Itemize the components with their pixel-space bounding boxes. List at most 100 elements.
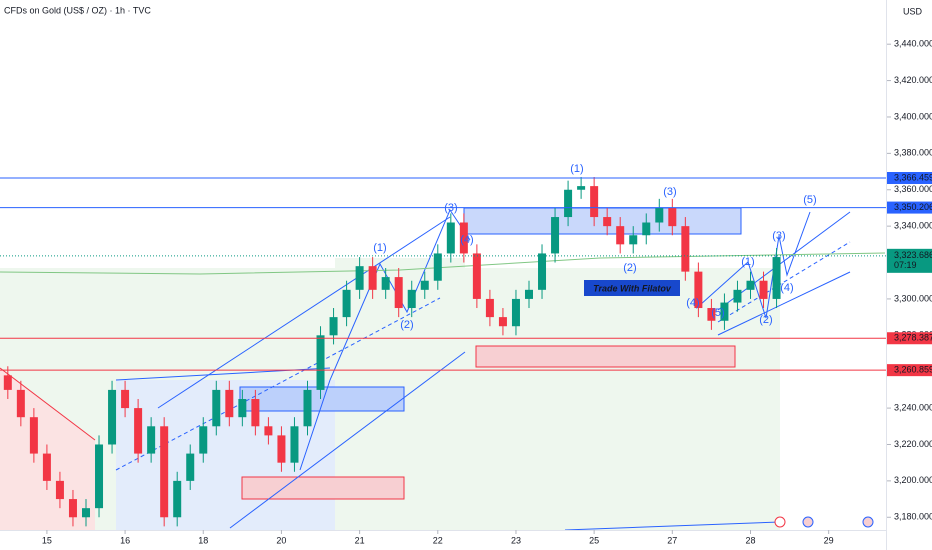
x-tick-label: 28 — [745, 535, 755, 545]
candle-body — [42, 453, 51, 481]
banner-box — [584, 280, 680, 296]
wave-label: (5) — [711, 307, 724, 319]
x-tick-label: 23 — [511, 535, 521, 545]
candle-body — [655, 207, 664, 223]
candle-body — [498, 317, 507, 327]
candle-body — [538, 253, 547, 290]
candle-body — [368, 266, 377, 290]
candle-body — [81, 508, 90, 518]
candle-body — [642, 222, 651, 236]
candle-body — [108, 389, 117, 445]
wave-label: (1) — [570, 163, 583, 175]
candle-body — [329, 317, 338, 336]
candle-body — [121, 389, 130, 409]
last-price-tag — [887, 248, 932, 273]
candle-body — [212, 389, 221, 427]
zone-box — [239, 386, 405, 412]
candle-body — [342, 289, 351, 318]
x-tick-label: 22 — [433, 535, 443, 545]
candle-body — [551, 217, 560, 254]
wave-label: (3) — [663, 186, 676, 198]
candle-body — [472, 253, 481, 299]
candle-body — [733, 289, 742, 303]
wave-label: (4) — [686, 297, 699, 309]
candle-body — [381, 277, 390, 290]
level-tag — [887, 172, 932, 185]
candle-body — [577, 186, 586, 190]
candle-body — [707, 308, 716, 321]
moving-average — [0, 252, 886, 275]
y-tick-label: 3,300.000 — [894, 293, 932, 303]
candle-body — [433, 253, 442, 281]
y-tick-label: 3,200.000 — [894, 475, 932, 485]
wave-label: (2) — [623, 262, 636, 274]
wave-label: (1) — [373, 242, 386, 254]
candle-body — [355, 266, 364, 290]
y-tick-label: 3,420.000 — [894, 75, 932, 85]
chart-title: CFDs on Gold (US$ / OZ) · 1h · TVC — [4, 5, 151, 15]
x-tick-label: 20 — [276, 535, 286, 545]
candle-body — [29, 417, 38, 454]
y-tick-label: 3,400.000 — [894, 111, 932, 121]
wave-label: (2) — [759, 314, 772, 326]
candle-body — [68, 499, 77, 518]
candle-body — [238, 398, 247, 418]
candle-body — [264, 426, 273, 436]
candle-body — [590, 186, 599, 218]
wave-label: (2) — [400, 319, 413, 331]
candle-body — [277, 435, 286, 463]
candle-body — [160, 426, 169, 518]
x-tick-label: 18 — [198, 535, 208, 545]
candle-body — [668, 207, 677, 227]
event-icons — [774, 516, 874, 528]
zone-box — [241, 476, 405, 500]
y-tick-label: 3,440.000 — [894, 39, 932, 49]
candle-body — [746, 280, 755, 290]
candle-body — [407, 289, 416, 309]
level-tag — [887, 364, 932, 377]
level-label: 3,366.459 — [894, 172, 932, 182]
candle-body — [564, 189, 573, 218]
wave-label: (1) — [741, 256, 754, 268]
candle-body — [225, 389, 234, 418]
x-tick-label: 16 — [120, 535, 130, 545]
level-label: 3,278.387 — [894, 333, 932, 343]
candle-body — [186, 453, 195, 481]
zone-box — [463, 207, 742, 235]
candle-body — [616, 226, 625, 245]
x-tick-label: 29 — [824, 535, 834, 545]
candle-body — [303, 389, 312, 427]
candle-body — [759, 280, 768, 299]
x-tick-label: 25 — [589, 535, 599, 545]
banner: Trade With Filatov — [593, 283, 672, 293]
candle-body — [394, 277, 403, 309]
level-tag — [887, 201, 932, 214]
y-tick-label: 3,240.000 — [894, 402, 932, 412]
wave-label: (4) — [460, 234, 473, 246]
candle-body — [55, 480, 64, 500]
candle-body — [720, 302, 729, 321]
price-axis — [887, 0, 932, 550]
candle-body — [603, 217, 612, 227]
candle-body — [772, 257, 781, 299]
candle-body — [95, 444, 104, 509]
candle-body — [446, 222, 455, 254]
candle-body — [316, 335, 325, 390]
level-label: 3,260.859 — [894, 365, 932, 375]
candle-body — [251, 398, 260, 427]
candle-body — [3, 375, 12, 390]
candle-body — [147, 426, 156, 454]
candle-body — [199, 426, 208, 454]
candle-body — [420, 280, 429, 290]
candle-body — [681, 226, 690, 272]
x-tick-label: 27 — [667, 535, 677, 545]
candle-body — [134, 408, 143, 454]
y-tick-label: 3,220.000 — [894, 439, 932, 449]
wave-label: (3) — [444, 202, 457, 214]
level-label: 3,350.206 — [894, 202, 932, 212]
wave-label: (5) — [803, 194, 816, 206]
candle-body — [290, 426, 299, 463]
y-tick-label: 3,340.000 — [894, 221, 932, 231]
candle-body — [629, 235, 638, 245]
